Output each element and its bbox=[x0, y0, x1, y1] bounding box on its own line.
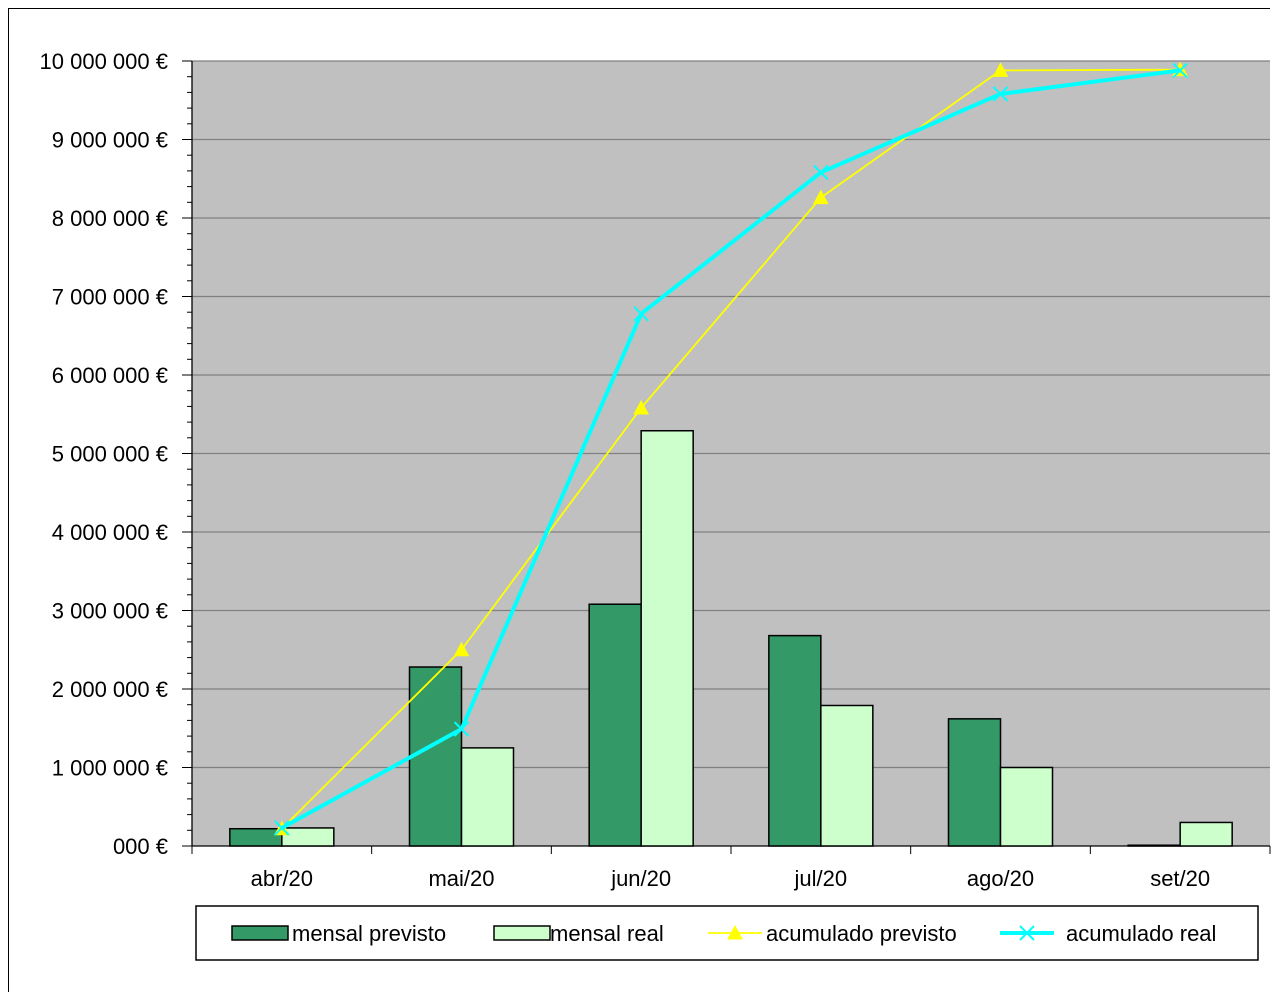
bar-mensal-real bbox=[820, 704, 874, 847]
legend-swatch bbox=[493, 925, 551, 941]
point-acumulado-real bbox=[1172, 62, 1188, 79]
x-tick-label: mai/20 bbox=[428, 866, 494, 891]
y-tick-label: 9 000 000 € bbox=[52, 128, 168, 153]
legend-marker bbox=[1019, 925, 1035, 941]
bar-mensal-previsto bbox=[947, 718, 1002, 847]
y-tick-label: 000 € bbox=[113, 834, 168, 859]
bar-mensal-previsto bbox=[408, 666, 463, 847]
y-tick-label: 8 000 000 € bbox=[52, 206, 168, 231]
y-tick-label: 5 000 000 € bbox=[52, 442, 168, 467]
bar-mensal-real bbox=[281, 827, 335, 847]
legend-label: acumulado real bbox=[1066, 921, 1216, 946]
x-tick-label: ago/20 bbox=[967, 866, 1034, 891]
point-acumulado-real bbox=[992, 86, 1009, 102]
point-acumulado-previsto bbox=[453, 641, 470, 657]
legend-label: mensal real bbox=[550, 921, 664, 946]
bar-mensal-real bbox=[999, 766, 1054, 847]
x-tick-label: jul/20 bbox=[794, 866, 848, 891]
legend-label: mensal previsto bbox=[292, 921, 446, 946]
y-tick-label: 6 000 000 € bbox=[52, 363, 168, 388]
x-tick-label: set/20 bbox=[1150, 866, 1210, 891]
y-tick-label: 1 000 000 € bbox=[52, 756, 168, 781]
y-tick-label: 10 000 000 € bbox=[40, 49, 168, 74]
point-acumulado-real bbox=[813, 164, 829, 181]
point-acumulado-real bbox=[453, 721, 470, 737]
bar-mensal-real bbox=[460, 747, 515, 847]
line-acumulado-previsto bbox=[281, 68, 1181, 830]
y-tick-label: 7 000 000 € bbox=[52, 285, 168, 310]
y-tick-label: 3 000 000 € bbox=[52, 599, 168, 624]
point-acumulado-previsto bbox=[812, 189, 829, 205]
legend-label: acumulado previsto bbox=[766, 921, 957, 946]
legend-swatch bbox=[231, 925, 289, 941]
y-tick-label: 4 000 000 € bbox=[52, 520, 168, 545]
point-acumulado-real bbox=[633, 306, 649, 322]
legend: mensal previsto mensal real acumulado prev… bbox=[195, 905, 1259, 961]
point-acumulado-previsto bbox=[633, 399, 650, 415]
legend-marker bbox=[727, 924, 743, 940]
line-acumulado-real bbox=[280, 68, 1181, 830]
plot-area: 000 € 1 000 000 € 2 000 000 € 3 000 000 € 4 … bbox=[40, 49, 1271, 891]
x-tick-label: jun/20 bbox=[610, 866, 671, 891]
bar-mensal-real bbox=[1179, 821, 1233, 847]
point-acumulado-real bbox=[274, 820, 290, 836]
bar-mensal-previsto bbox=[1127, 844, 1181, 847]
point-acumulado-previsto bbox=[992, 62, 1009, 77]
bar-mensal-real bbox=[640, 429, 694, 847]
bar-mensal-previsto bbox=[229, 827, 283, 847]
x-tick-label: abr/20 bbox=[251, 866, 313, 891]
y-tick-label: 2 000 000 € bbox=[52, 677, 168, 702]
bar-mensal-previsto bbox=[588, 603, 642, 847]
bar-mensal-previsto bbox=[768, 634, 822, 847]
